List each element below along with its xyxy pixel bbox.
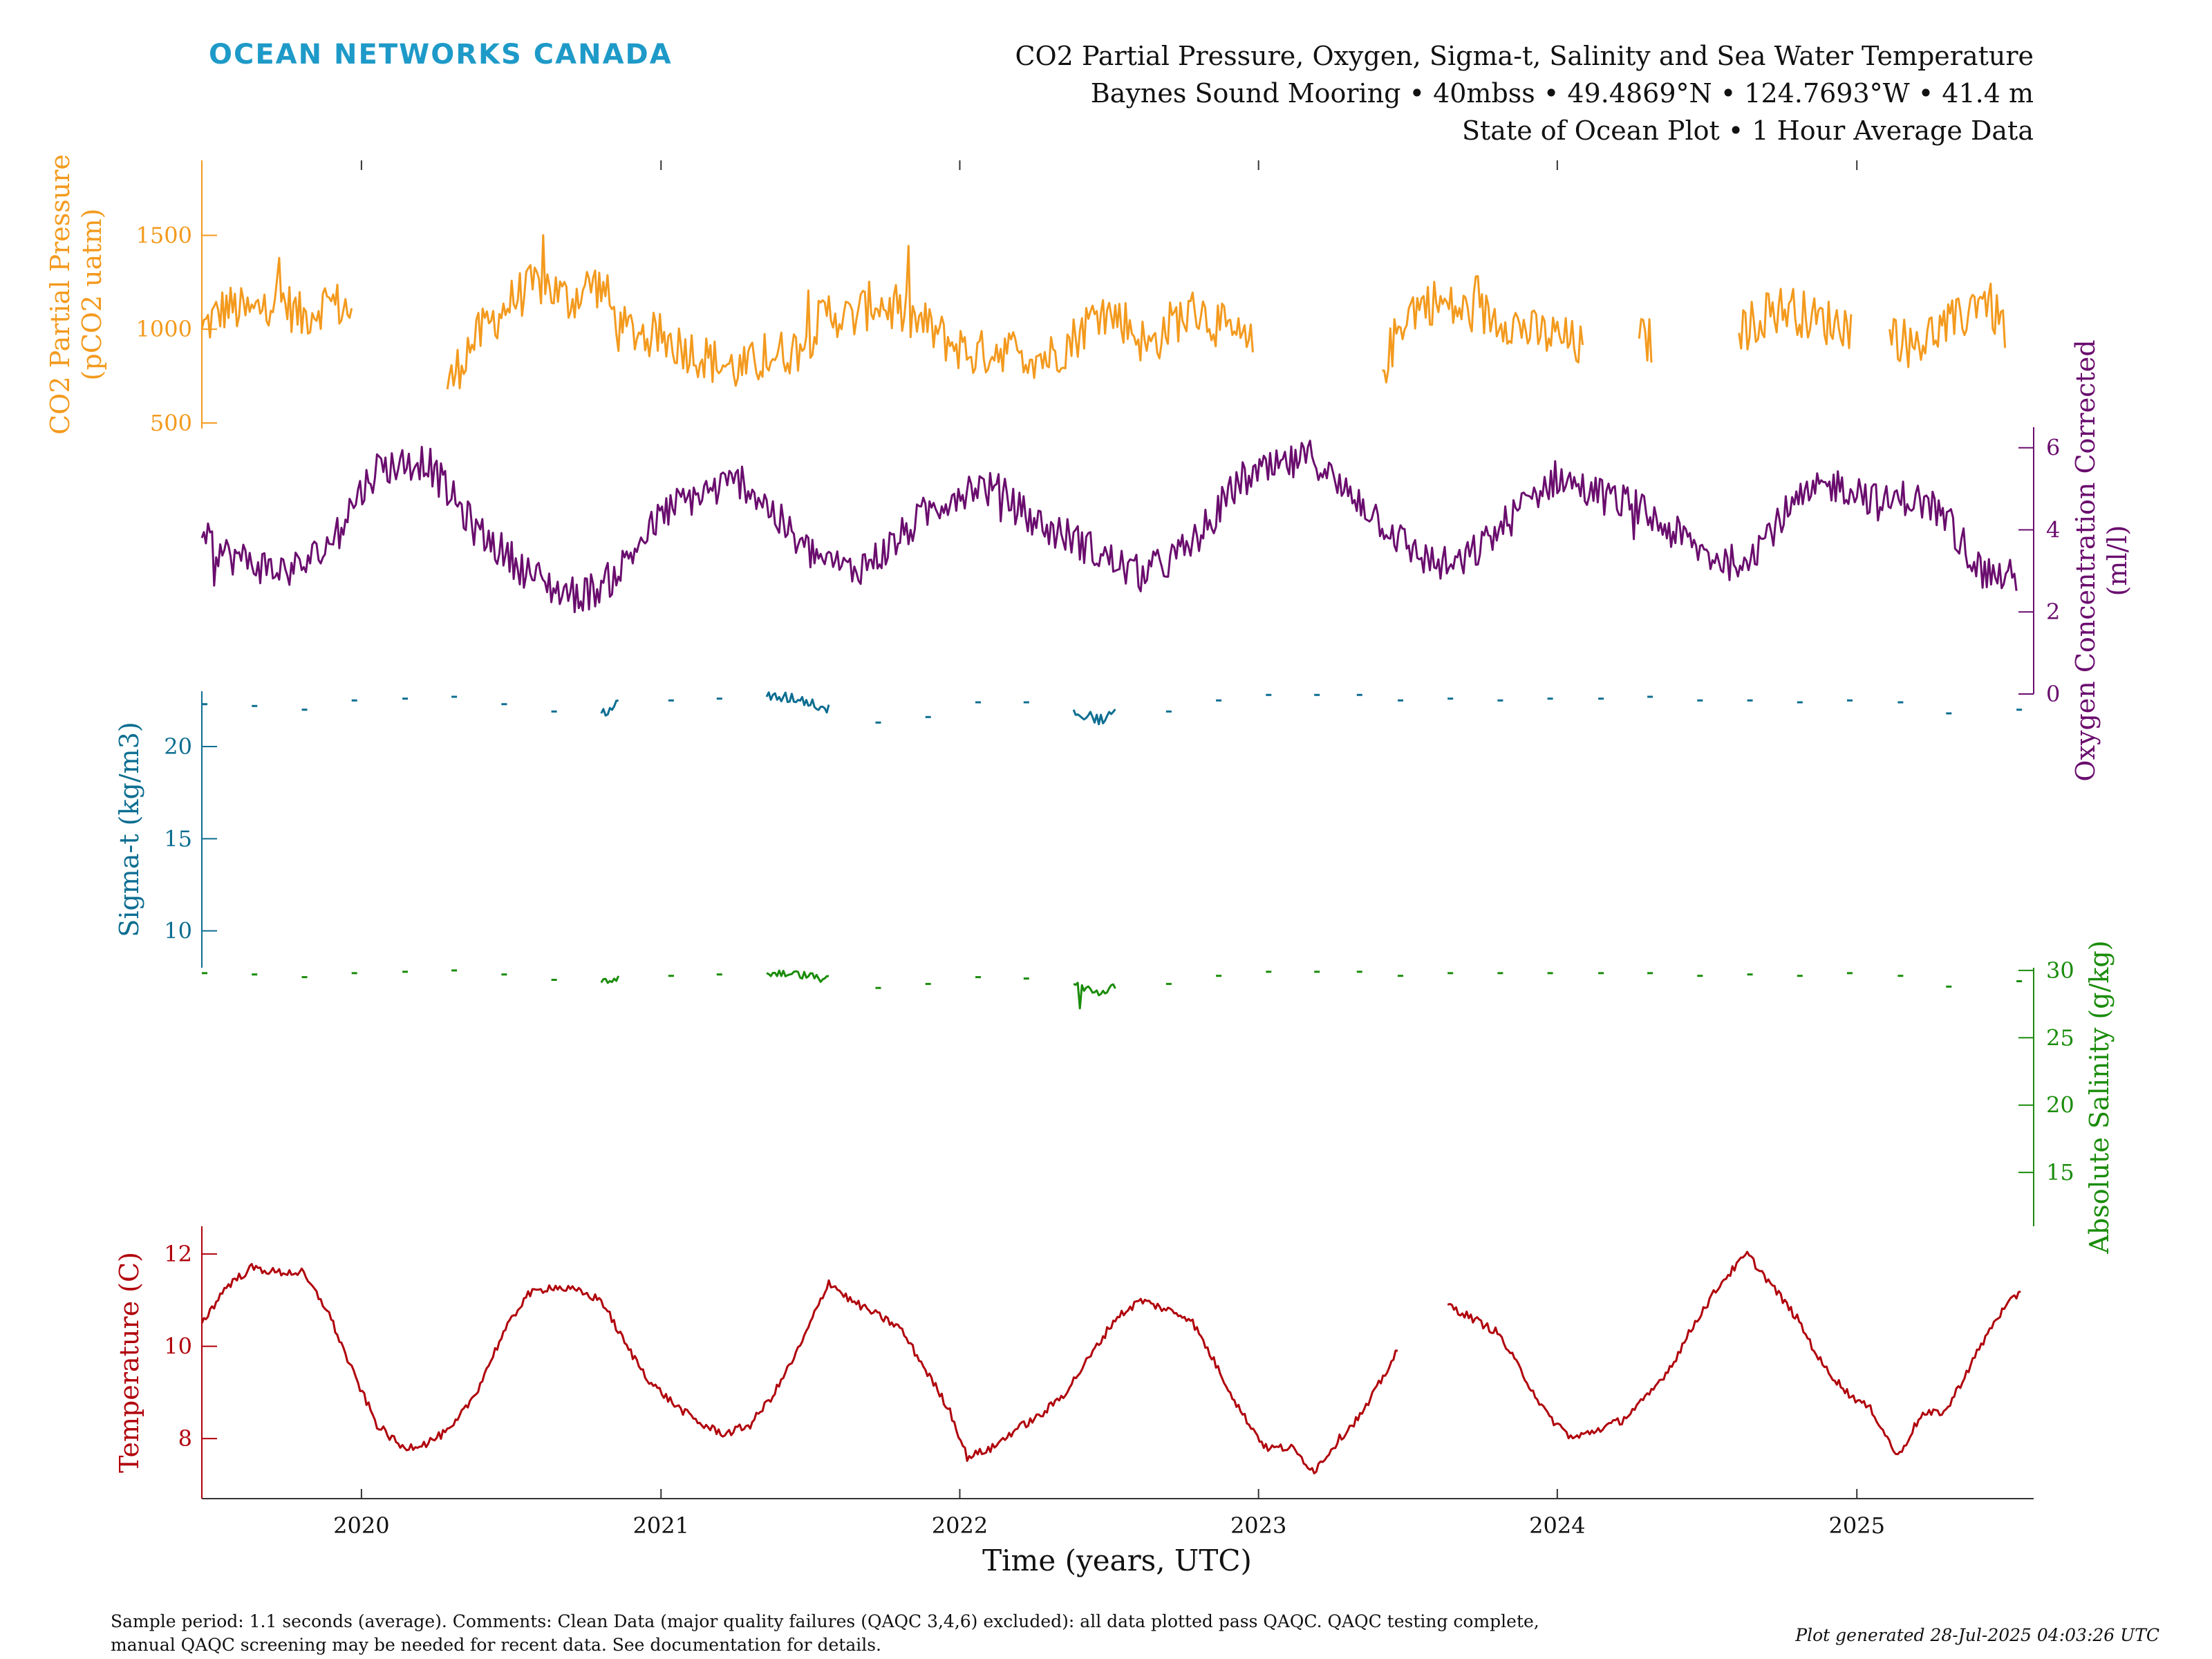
y-axis-label-salinity: Absolute Salinity (g/kg) (2084, 940, 2115, 1254)
y-tick-label-oxygen: 4 (2046, 516, 2060, 543)
y-tick-label-salinity: 25 (2046, 1024, 2074, 1051)
series-line-salinity (1073, 982, 1116, 1010)
y-tick-label-oxygen: 0 (2046, 681, 2060, 707)
series-line-temperature (1447, 1250, 2021, 1456)
series-line-co2 (1888, 282, 2007, 368)
y-axis-label-co2: (pCO2 uatm) (77, 209, 107, 381)
series-line-co2 (1638, 318, 1653, 363)
x-tick-label: 2021 (633, 1512, 689, 1539)
ticks-layer: 2020 2021 2022 2023 2024 20255001000150002461… (136, 160, 2074, 1539)
series-line-temperature (200, 1263, 1398, 1474)
chart-subtitle-type: State of Ocean Plot • 1 Hour Average Dat… (1462, 115, 2034, 146)
y-axis-label-co2: CO2 Partial Pressure (45, 154, 75, 435)
series-line-co2 (1738, 288, 1853, 350)
series-line-sigma (765, 691, 830, 714)
y-tick-label-salinity: 30 (2046, 957, 2074, 984)
y-tick-label-sigma: 15 (164, 825, 192, 852)
x-tick-label: 2024 (1529, 1512, 1585, 1539)
y-tick-label-salinity: 15 (2046, 1159, 2074, 1185)
series-line-sigma (600, 700, 619, 717)
x-tick-label: 2023 (1230, 1512, 1286, 1539)
series-line-sigma (1072, 709, 1116, 726)
y-tick-label-oxygen: 6 (2046, 435, 2060, 461)
y-axis-label-oxygen: (ml/l) (2102, 525, 2133, 597)
series-line-salinity (766, 969, 830, 983)
y-tick-label-sigma: 20 (164, 733, 192, 760)
series-line-co2 (446, 234, 1254, 390)
y-axis-label-oxygen: Oxygen Concentration Corrected (2070, 339, 2101, 781)
series-layer (200, 234, 2023, 1474)
footer-comment-line2: manual QAQC screening may be needed for … (111, 1635, 881, 1655)
y-tick-label-oxygen: 2 (2046, 599, 2060, 625)
y-tick-label-co2: 1500 (136, 223, 192, 249)
y-tick-label-sigma: 10 (164, 918, 192, 944)
chart-title: CO2 Partial Pressure, Oxygen, Sigma-t, S… (1015, 41, 2034, 71)
plot-generated-timestamp: Plot generated 28-Jul-2025 04:03:26 UTC (1794, 1625, 2159, 1645)
footer-comment-line1: Sample period: 1.1 seconds (average). Co… (111, 1611, 1539, 1631)
series-line-salinity (600, 975, 620, 984)
x-tick-label: 2025 (1829, 1512, 1885, 1539)
y-tick-label-salinity: 20 (2046, 1092, 2074, 1118)
brand-logo: OCEAN NETWORKS CANADA (209, 39, 673, 71)
y-tick-label-co2: 1000 (136, 316, 192, 342)
x-axis-label: Time (years, UTC) (982, 1544, 1252, 1577)
y-axis-label-temperature: Temperature (C) (114, 1252, 144, 1473)
y-tick-label-co2: 500 (150, 410, 192, 436)
series-line-oxygen (200, 440, 2018, 614)
chart-subtitle-location: Baynes Sound Mooring • 40mbss • 49.4869°… (1091, 78, 2034, 109)
x-tick-label: 2020 (333, 1512, 389, 1539)
x-tick-label: 2022 (932, 1512, 988, 1539)
y-tick-label-temperature: 8 (178, 1425, 192, 1452)
series-line-co2 (200, 256, 353, 339)
axes-layer: CO2 Partial Pressure (pCO2 uatm) Oxygen Co… (45, 154, 2133, 1499)
series-line-co2 (1382, 275, 1584, 384)
y-tick-label-temperature: 12 (164, 1241, 192, 1267)
y-tick-label-temperature: 10 (164, 1333, 192, 1360)
y-axis-label-sigma: Sigma-t (kg/m3) (114, 722, 144, 937)
